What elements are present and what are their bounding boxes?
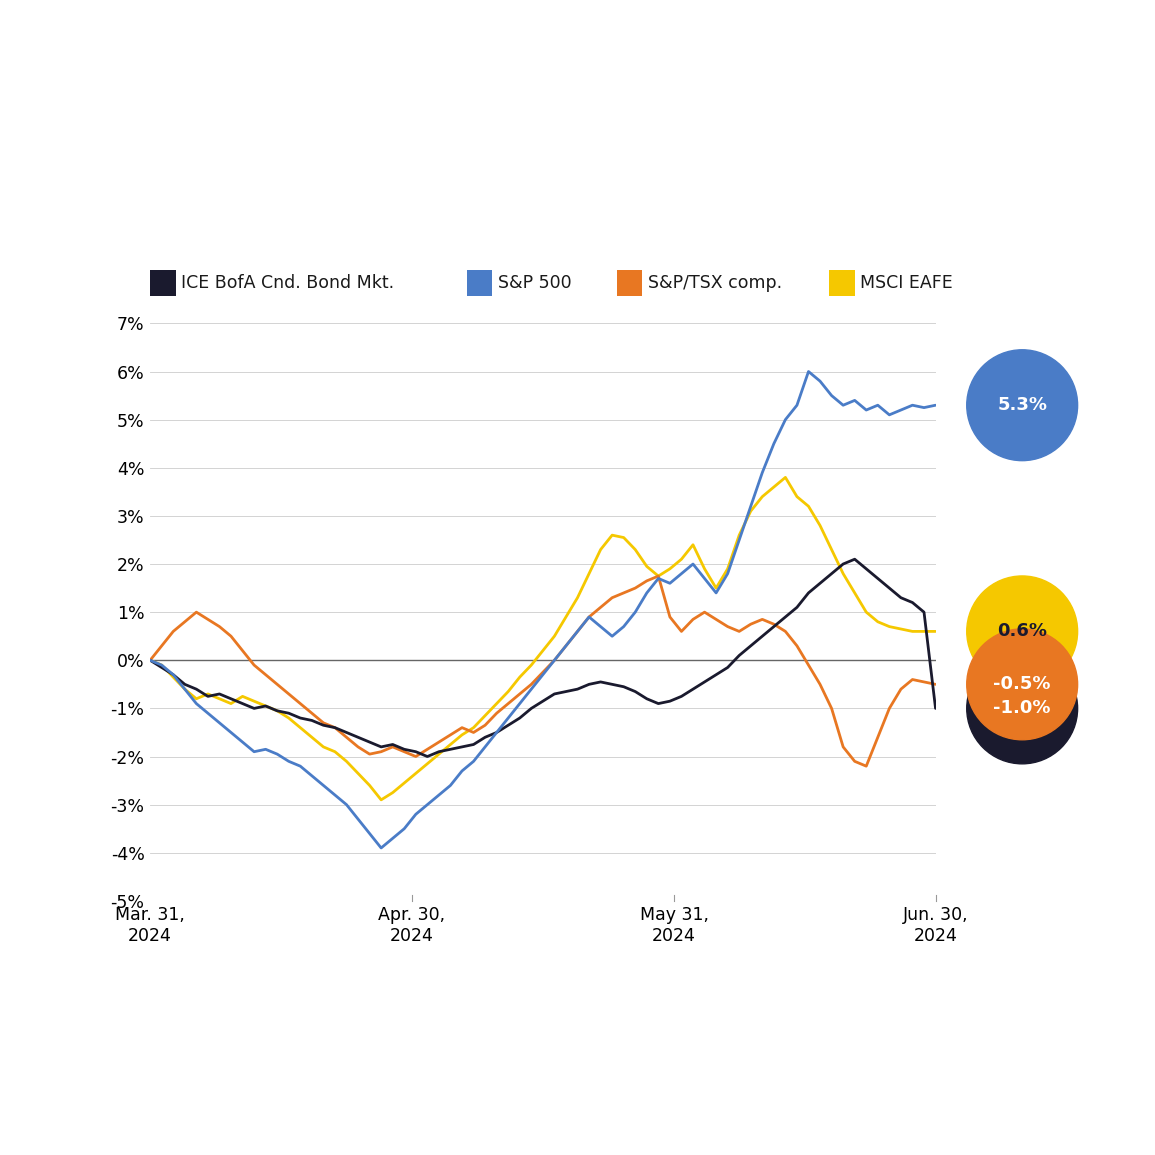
Text: S&P/TSX comp.: S&P/TSX comp. — [648, 274, 782, 292]
Text: 5.3%: 5.3% — [997, 396, 1048, 415]
Text: -0.5%: -0.5% — [993, 676, 1051, 693]
Text: 0.6%: 0.6% — [997, 623, 1048, 640]
Text: MSCI EAFE: MSCI EAFE — [860, 274, 953, 292]
Text: -1.0%: -1.0% — [993, 700, 1051, 717]
Text: ICE BofA Cnd. Bond Mkt.: ICE BofA Cnd. Bond Mkt. — [181, 274, 395, 292]
Text: S&P 500: S&P 500 — [498, 274, 572, 292]
